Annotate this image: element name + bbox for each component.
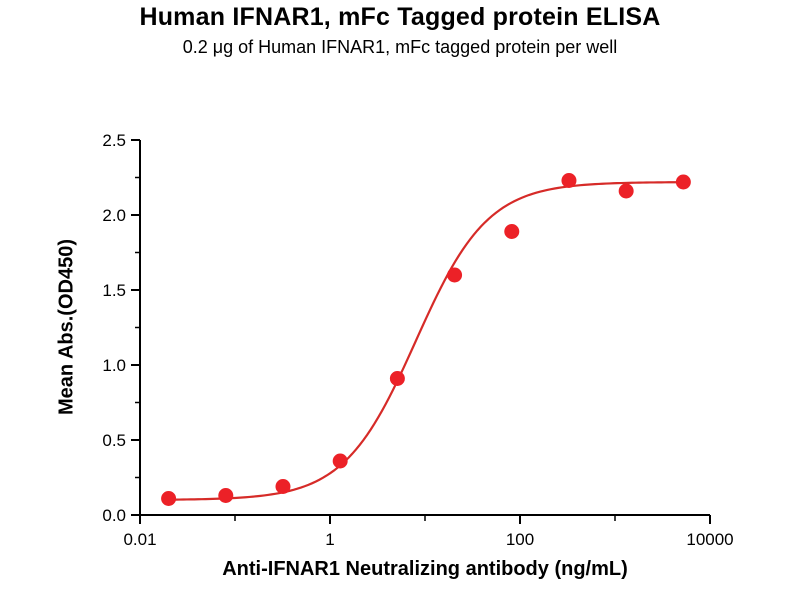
data-point (161, 491, 177, 506)
y-tick-label: 2.0 (102, 206, 126, 225)
data-point (504, 224, 520, 239)
data-point (218, 488, 234, 503)
data-point (675, 174, 691, 190)
x-tick-label: 10000 (686, 530, 733, 549)
data-point (389, 371, 405, 386)
chart-subtitle: 0.2 μg of Human IFNAR1, mFc tagged prote… (182, 37, 618, 57)
data-point (275, 479, 291, 494)
plot-area: 0.0 0.5 1.0 1.5 2.0 2.5 0.01 1 100 10000 Mean Abs… (0, 60, 800, 600)
y-tick-label: 0.5 (102, 431, 126, 450)
elisa-dose-response-plot: 0.0 0.5 1.0 1.5 2.0 2.5 0.01 1 100 10000 (102, 131, 733, 549)
chart-title: Human IFNAR1, mFc Tagged protein ELISA (139, 3, 661, 31)
y-tick-label: 1.0 (102, 356, 126, 375)
x-tick-label: 100 (506, 530, 534, 549)
x-tick-label: 1 (325, 530, 334, 549)
data-point (618, 183, 634, 199)
y-axis-label: Mean Abs.(OD450) (55, 239, 78, 415)
x-tick-label: 0.01 (123, 530, 156, 549)
y-tick-label: 2.5 (102, 131, 126, 150)
y-tick-label: 0.0 (102, 506, 126, 525)
x-axis-label: Anti-IFNAR1 Neutralizing antibody (ng/mL… (222, 558, 628, 580)
y-tick-label: 1.5 (102, 281, 126, 300)
data-point (561, 173, 577, 188)
fit-curve (168, 181, 684, 501)
data-point (447, 267, 463, 283)
data-point (332, 453, 348, 469)
